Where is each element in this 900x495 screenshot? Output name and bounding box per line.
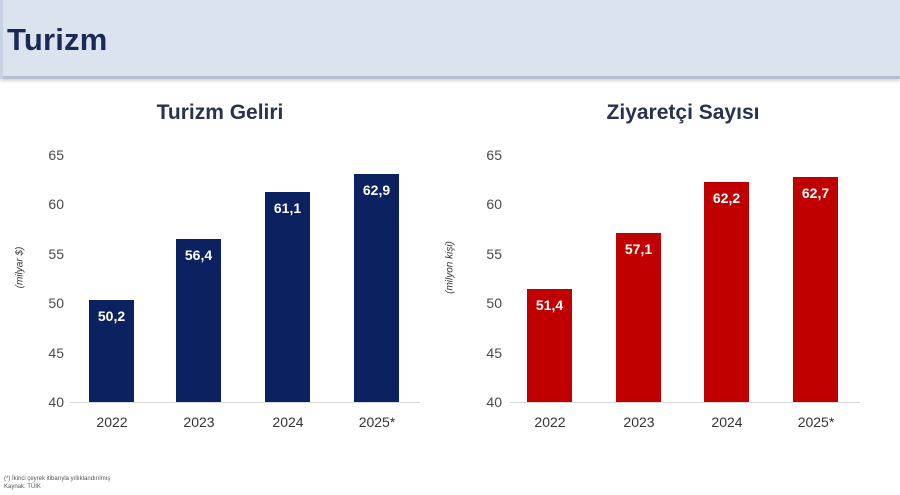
x-tick: 2025* (358, 414, 396, 430)
bar-value-label: 57,1 (624, 241, 653, 257)
x-tick: 2025* (797, 414, 835, 430)
header-band: Turizm (0, 0, 900, 79)
y-tick: 60 (48, 196, 64, 212)
x-tick: 2023 (623, 414, 655, 430)
bar-value-label: 51,4 (535, 297, 564, 313)
bar-2025: 62,7 (793, 177, 838, 402)
bar-value-label: 62,2 (712, 190, 741, 206)
x-axis-baseline (510, 402, 860, 403)
bar-value-label: 62,7 (801, 185, 830, 201)
y-tick: 50 (48, 295, 64, 311)
y-axis-label: (milyar $) (14, 246, 26, 289)
x-tick: 2024 (272, 414, 304, 430)
y-tick: 50 (486, 295, 502, 311)
footnote: (*) İkinci çeyrek itibarıyla yıllıklandı… (4, 475, 110, 491)
y-tick: 65 (486, 147, 502, 163)
footnote-asterisk-note: (*) İkinci çeyrek itibarıyla yıllıklandı… (4, 476, 111, 482)
bar-2022: 50,2 (89, 300, 134, 402)
y-tick: 40 (48, 394, 64, 410)
bar-value-label: 62,9 (362, 182, 391, 198)
y-tick: 55 (48, 246, 64, 262)
chart-turizm-geliri: Turizm Geliri (milyar $) 65 60 55 50 45 … (10, 95, 450, 455)
bar-2024: 62,2 (704, 182, 749, 402)
x-tick: 2023 (183, 414, 215, 430)
y-tick: 60 (486, 196, 502, 212)
y-tick: 45 (486, 345, 502, 361)
chart-title: Turizm Geliri (156, 101, 284, 124)
y-tick: 55 (486, 246, 502, 262)
bar-2025: 62,9 (354, 174, 399, 402)
bar-2023: 56,4 (176, 239, 221, 402)
bar-2022: 51,4 (527, 289, 572, 402)
x-tick: 2022 (534, 414, 566, 430)
chart-title: Ziyaretçi Sayısı (606, 101, 760, 124)
x-axis-baseline (70, 402, 420, 403)
bar-value-label: 50,2 (97, 308, 126, 324)
bar-value-label: 61,1 (273, 200, 302, 216)
bar-2024: 61,1 (265, 192, 310, 402)
x-tick: 2024 (711, 414, 743, 430)
chart-ziyaretci-sayisi: Ziyaretçi Sayısı (milyon kişi) 65 60 55 … (445, 95, 890, 455)
bar-2023: 57,1 (616, 233, 661, 402)
bar-value-label: 56,4 (184, 247, 213, 263)
y-tick: 65 (48, 147, 64, 163)
x-tick: 2022 (96, 414, 128, 430)
y-axis-label: (milyon kişi) (444, 241, 456, 294)
y-tick: 45 (48, 345, 64, 361)
y-tick: 40 (486, 394, 502, 410)
footnote-source: Kaynak: TÜİK (4, 484, 41, 490)
page-title: Turizm (7, 22, 108, 57)
